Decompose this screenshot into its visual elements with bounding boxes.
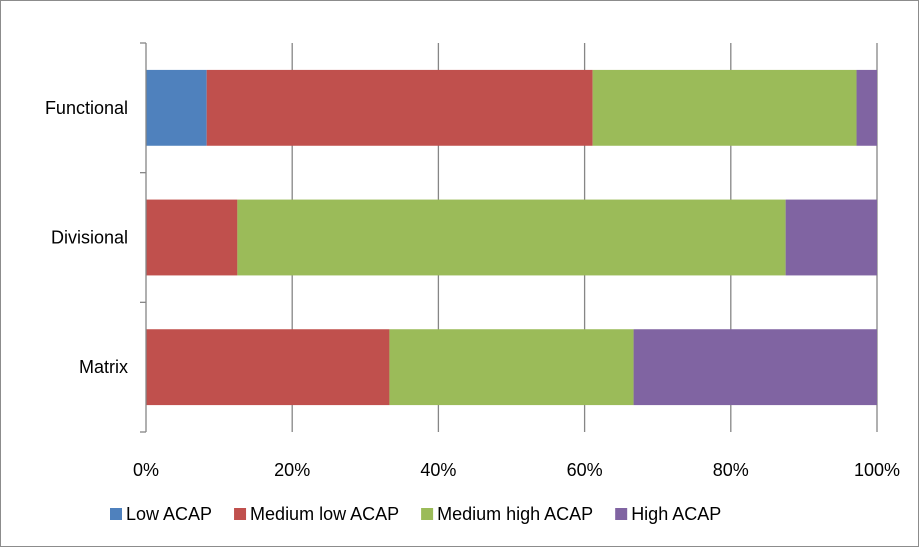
legend-swatch-high-acap [615,508,628,520]
x-tick-label-80: 80% [713,460,749,480]
legend-label-medium-low-acap: Medium low ACAP [250,504,399,524]
legend: Low ACAP Medium low ACAP Medium high ACAP H… [110,504,721,524]
legend-swatch-low-acap [110,508,122,520]
bar-functional-medium-high-acap [592,69,857,146]
bar-functional-high-acap [856,69,877,146]
category-label-matrix: Matrix [79,357,128,377]
bar-matrix-medium-high-acap [389,329,634,406]
x-tick-label-60: 60% [567,460,603,480]
bar-divisional-high-acap [785,199,877,276]
bar-matrix-high-acap [633,329,877,406]
x-tick-label-0: 0% [133,460,159,480]
category-label-functional: Functional [45,98,128,118]
category-label-divisional: Divisional [51,228,128,248]
x-tick-label-100: 100% [854,460,900,480]
bar-functional-low-acap [146,69,207,146]
x-tick-label-20: 20% [274,460,310,480]
category-axis [140,42,147,433]
bar-matrix-medium-low-acap [146,329,390,406]
bar-divisional-medium-low-acap [146,199,238,276]
bar-divisional-medium-high-acap [237,199,786,276]
category-labels: Functional Divisional Matrix [45,98,128,377]
x-tick-label-40: 40% [420,460,456,480]
legend-label-high-acap: High ACAP [631,504,721,524]
legend-label-low-acap: Low ACAP [126,504,212,524]
legend-label-medium-high-acap: Medium high ACAP [437,504,593,524]
bar-functional-medium-low-acap [206,69,593,146]
legend-swatch-medium-low-acap [234,508,247,520]
value-axis-ticks: 0% 20% 40% 60% 80% 100% [133,460,900,480]
legend-swatch-medium-high-acap [421,508,434,520]
bars [146,69,877,406]
